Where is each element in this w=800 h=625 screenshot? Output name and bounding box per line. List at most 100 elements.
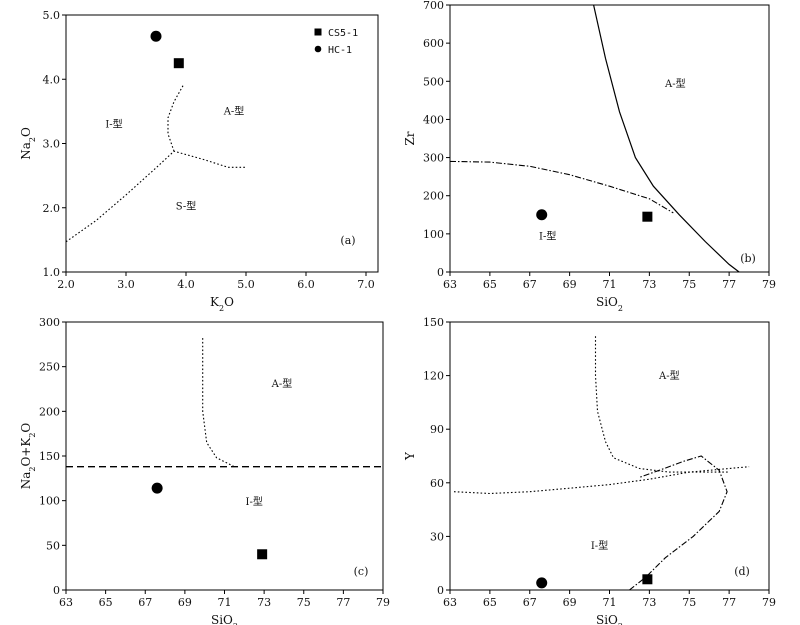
plot-frame bbox=[449, 321, 770, 591]
x-tick-label: 79 bbox=[762, 596, 776, 609]
x-tick-label: 69 bbox=[178, 596, 192, 609]
region-label: A-型 bbox=[658, 369, 680, 382]
y-tick-label: 300 bbox=[39, 316, 60, 329]
ylabel-tail2: O bbox=[19, 423, 33, 433]
chart-panel-3: 636567697173757779050100150200250300SiO2… bbox=[19, 316, 390, 625]
x-tick-label: 4.0 bbox=[177, 278, 195, 291]
region-label: S-型 bbox=[176, 200, 197, 213]
legend-label: HC-1 bbox=[328, 45, 352, 56]
x-tick-label: 3.0 bbox=[117, 278, 135, 291]
region-label: I-型 bbox=[591, 539, 608, 552]
x-tick-label: 69 bbox=[563, 278, 577, 291]
x-tick-label: 63 bbox=[443, 278, 457, 291]
data-point-cs5-1 bbox=[642, 574, 653, 585]
y-tick-label: 200 bbox=[423, 190, 444, 203]
data-point-cs5-1 bbox=[257, 549, 268, 560]
x-tick-label: 71 bbox=[603, 596, 617, 609]
xlabel-main: SiO bbox=[596, 295, 618, 309]
x-tick-label: 77 bbox=[336, 596, 350, 609]
y-tick-label: 150 bbox=[423, 316, 444, 329]
x-tick-label: 67 bbox=[138, 596, 152, 609]
y-tick-label: 250 bbox=[39, 361, 60, 374]
chart-panel-1: 2.0 3.0 4.0 5.0 6.0 7.01.02.03.04.05.0K2ONa2O… bbox=[19, 9, 379, 313]
boundary-line bbox=[629, 455, 728, 591]
region-label: I-型 bbox=[105, 117, 122, 130]
x-tick-label: 2.0 bbox=[57, 278, 75, 291]
x-tick-label: 79 bbox=[376, 596, 390, 609]
x-tick-label: 63 bbox=[443, 596, 457, 609]
x-tick-label: 67 bbox=[523, 596, 537, 609]
y-tick-label: 5.0 bbox=[43, 9, 61, 22]
legend-marker bbox=[314, 28, 322, 36]
x-tick-label: 67 bbox=[523, 278, 537, 291]
x-tick-label: 75 bbox=[297, 596, 311, 609]
x-tick-label: 63 bbox=[59, 596, 73, 609]
y-tick-label: 1.0 bbox=[43, 266, 61, 279]
y-tick-label: 150 bbox=[39, 450, 60, 463]
x-tick-label: 75 bbox=[682, 596, 696, 609]
ylabel-main: Na bbox=[19, 142, 33, 160]
y-tick-label: 4.0 bbox=[43, 73, 61, 86]
x-tick-label: 79 bbox=[762, 278, 776, 291]
x-tick-label: 77 bbox=[722, 278, 736, 291]
ylabel-sub: 2 bbox=[28, 467, 37, 472]
chart-panel-4: 63 65 67 69 71 73 75 77 79 0 30 60 90 120 150 SiO2 Y A-型 I… bbox=[403, 316, 776, 625]
y-tick-label: 50 bbox=[46, 539, 60, 552]
panel-label: (b) bbox=[740, 252, 756, 265]
y-tick-label: 100 bbox=[39, 495, 60, 508]
x-tick-label: 75 bbox=[682, 278, 696, 291]
x-tick-label: 69 bbox=[563, 596, 577, 609]
y-tick-label: 400 bbox=[423, 113, 444, 126]
xlabel-title: SiO2 bbox=[211, 613, 238, 625]
xlabel-title: SiO2 bbox=[596, 613, 623, 625]
xlabel-sub: 2 bbox=[618, 622, 623, 625]
y-tick-label: 0 bbox=[437, 266, 444, 279]
boundary-line bbox=[167, 85, 184, 152]
x-tick-label: 71 bbox=[218, 596, 232, 609]
region-label: A-型 bbox=[271, 377, 293, 390]
boundary-line bbox=[202, 338, 235, 468]
data-point-cs5-1 bbox=[173, 58, 184, 69]
x-tick-label: 77 bbox=[722, 596, 736, 609]
xlabel-main: K bbox=[210, 295, 220, 309]
y-tick-label: 90 bbox=[430, 423, 444, 436]
ylabel-main: Na bbox=[19, 472, 33, 490]
y-tick-label: 300 bbox=[423, 152, 444, 165]
y-tick-label: 2.0 bbox=[43, 202, 61, 215]
y-tick-label: 100 bbox=[423, 228, 444, 241]
chart-panel-2: 63 65 67 69 71 73 75 77 79 0 100 200 300 400 500 600 700… bbox=[403, 0, 776, 313]
xlabel-sub: 2 bbox=[618, 304, 623, 313]
x-tick-label: 65 bbox=[483, 596, 497, 609]
boundary-line bbox=[449, 160, 674, 214]
data-point-cs5-1 bbox=[642, 211, 653, 222]
y-tick-label: 30 bbox=[430, 530, 444, 543]
xlabel-sub: 2 bbox=[233, 622, 238, 625]
ylabel-title: Na2O+K2O bbox=[19, 423, 37, 490]
plot-frame bbox=[65, 321, 384, 591]
y-tick-label: 600 bbox=[423, 37, 444, 50]
boundary-line bbox=[453, 466, 750, 495]
y-tick-label: 0 bbox=[437, 584, 444, 597]
boundary-line bbox=[593, 4, 740, 273]
panel-label: (d) bbox=[734, 565, 750, 578]
y-tick-label: 200 bbox=[39, 405, 60, 418]
ylabel-title: Zr bbox=[403, 131, 417, 145]
x-tick-label: 7.0 bbox=[357, 278, 375, 291]
boundary-line bbox=[65, 150, 246, 243]
xlabel-tail: O bbox=[224, 295, 234, 309]
region-label: A-型 bbox=[223, 105, 245, 118]
data-point-hc-1 bbox=[150, 30, 162, 42]
y-tick-label: 700 bbox=[423, 0, 444, 12]
x-tick-label: 65 bbox=[99, 596, 113, 609]
ylabel-title: Y bbox=[403, 451, 417, 461]
region-label: A-型 bbox=[664, 77, 686, 90]
xlabel-title: SiO2 bbox=[596, 295, 623, 313]
xlabel-main: SiO bbox=[211, 613, 233, 625]
ylabel-tail: O bbox=[19, 127, 33, 137]
region-label: I-型 bbox=[246, 495, 263, 508]
plot-frame bbox=[449, 4, 770, 273]
ylabel-tail: O+K bbox=[19, 437, 33, 467]
ylabel-sub: 2 bbox=[28, 137, 37, 142]
x-tick-label: 6.0 bbox=[297, 278, 315, 291]
ylabel-title: Na2O bbox=[19, 127, 37, 160]
